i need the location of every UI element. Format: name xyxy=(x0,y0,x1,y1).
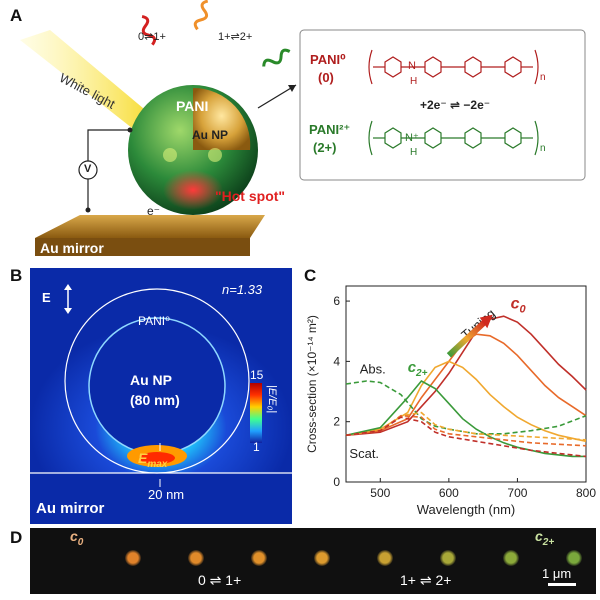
pani0-charge: (0) xyxy=(318,70,334,85)
nanoparticle-dot xyxy=(251,550,267,566)
gap-label: 20 nm xyxy=(148,487,185,502)
refractive-index-label: n=1.33 xyxy=(222,282,263,297)
series-line-3 xyxy=(345,379,586,458)
colorbar-max: 15 xyxy=(250,368,264,382)
x-tick-label: 700 xyxy=(507,486,527,500)
pani2-h-atom: H xyxy=(410,147,418,158)
scat-annotation: Scat. xyxy=(349,446,379,461)
transition-label-2: 1+⇌2+ xyxy=(218,31,253,43)
panel-label-c: C xyxy=(304,266,317,285)
green-photon-icon xyxy=(262,48,291,67)
x-tick-label: 600 xyxy=(439,486,459,500)
c0-annotation: c0 xyxy=(511,296,527,316)
pani2-name: PANI²⁺ xyxy=(309,122,351,137)
emax-label: Emax xyxy=(138,450,168,470)
au-mirror-label-a: Au mirror xyxy=(40,240,104,256)
tuning-arrowhead xyxy=(479,314,493,329)
pani0-name: PANI⁰ xyxy=(310,52,346,67)
au-np-label: Au NP xyxy=(192,128,228,142)
y-tick-label: 4 xyxy=(333,354,340,368)
red-photon-icon xyxy=(141,14,157,46)
c2-annotation-sub: 2+ xyxy=(415,368,428,379)
panel-b-field-map xyxy=(30,268,292,524)
transition-label-d1: 0 ⇌ 1+ xyxy=(198,572,242,588)
efield-label: E xyxy=(42,290,51,305)
nanoparticle-dot xyxy=(503,550,519,566)
pani2-subscript: n xyxy=(540,143,546,154)
pani-label: PANI xyxy=(176,98,209,114)
nanoparticle-dot xyxy=(566,550,582,566)
panel-a-illustration xyxy=(20,0,586,256)
c0-label-d: c0 xyxy=(70,528,84,548)
voltmeter-label: V xyxy=(84,163,92,175)
cross-section-chart: 500 600 700 800 0 2 4 6 Wavelength (nm) Cross-sec… xyxy=(305,285,596,517)
c2-label-d: c2+ xyxy=(535,528,555,548)
colorbar-min: 1 xyxy=(253,440,260,454)
electron-label: e⁻ xyxy=(147,204,161,218)
series-line-6 xyxy=(345,414,587,447)
tuning-arrow xyxy=(446,319,487,358)
panel-label-d: D xyxy=(10,528,23,547)
nanoparticle-dot xyxy=(188,550,204,566)
x-tick-label: 800 xyxy=(576,486,596,500)
y-tick-label: 0 xyxy=(333,475,340,489)
scale-bar-label: 1 μm xyxy=(542,566,572,581)
orange-photon-icon xyxy=(193,0,209,31)
scale-bar xyxy=(548,583,576,586)
pani0-shell-label: PANI⁰ xyxy=(138,314,170,328)
voltmeter-icon xyxy=(78,160,98,180)
panel-label-a: A xyxy=(10,6,23,25)
colorbar xyxy=(250,383,262,443)
pani0-structure xyxy=(368,49,539,85)
darkfield-strip xyxy=(30,528,596,594)
au-mirror-slab xyxy=(35,215,265,238)
nanoparticle-dot xyxy=(377,550,393,566)
au-core-cutaway xyxy=(193,87,251,150)
panel-label-b: B xyxy=(10,266,23,285)
c0-annotation-sub: 0 xyxy=(519,304,526,316)
pani2-structure xyxy=(368,120,539,156)
nanoparticle-dot xyxy=(314,550,330,566)
abs-annotation: Abs. xyxy=(360,361,386,376)
au-np-label-b: Au NP xyxy=(130,372,172,388)
y-tick-label: 6 xyxy=(333,294,340,308)
au-np-size-label: (80 nm) xyxy=(130,392,180,408)
au-mirror-label-b: Au mirror xyxy=(36,500,105,517)
series-line-1 xyxy=(345,333,587,437)
hot-spot-glow xyxy=(163,170,223,210)
redox-label: +2e⁻ ⇌ −2e⁻ xyxy=(420,98,491,112)
series-line-2 xyxy=(345,360,587,443)
nanoparticle-dot xyxy=(440,550,456,566)
hot-spot-label: "Hot spot" xyxy=(215,188,286,204)
colorbar-label: |E/E₀| xyxy=(266,385,278,414)
c2-annotation: c2+ xyxy=(408,359,428,379)
pani0-subscript: n xyxy=(540,72,546,83)
nanoparticle-dot xyxy=(125,550,141,566)
pani2-charge: (2+) xyxy=(313,140,337,155)
transition-label-d2: 1+ ⇌ 2+ xyxy=(400,572,452,588)
transition-label-1: 0⇌1+ xyxy=(138,31,166,43)
y-tick-label: 2 xyxy=(333,415,340,429)
x-axis-label: Wavelength (nm) xyxy=(417,502,516,517)
pani0-n-atom: N xyxy=(408,60,416,72)
y-axis-label: Cross-section (×10⁻¹⁴ m²) xyxy=(305,315,319,453)
pani2-nplus-atom: N⁺ xyxy=(405,132,419,144)
pani-structure-box xyxy=(299,29,586,181)
pani0-h-atom: H xyxy=(410,76,418,87)
au-mirror-front xyxy=(35,238,250,256)
series-line-7 xyxy=(345,416,587,458)
x-tick-label: 500 xyxy=(370,486,390,500)
